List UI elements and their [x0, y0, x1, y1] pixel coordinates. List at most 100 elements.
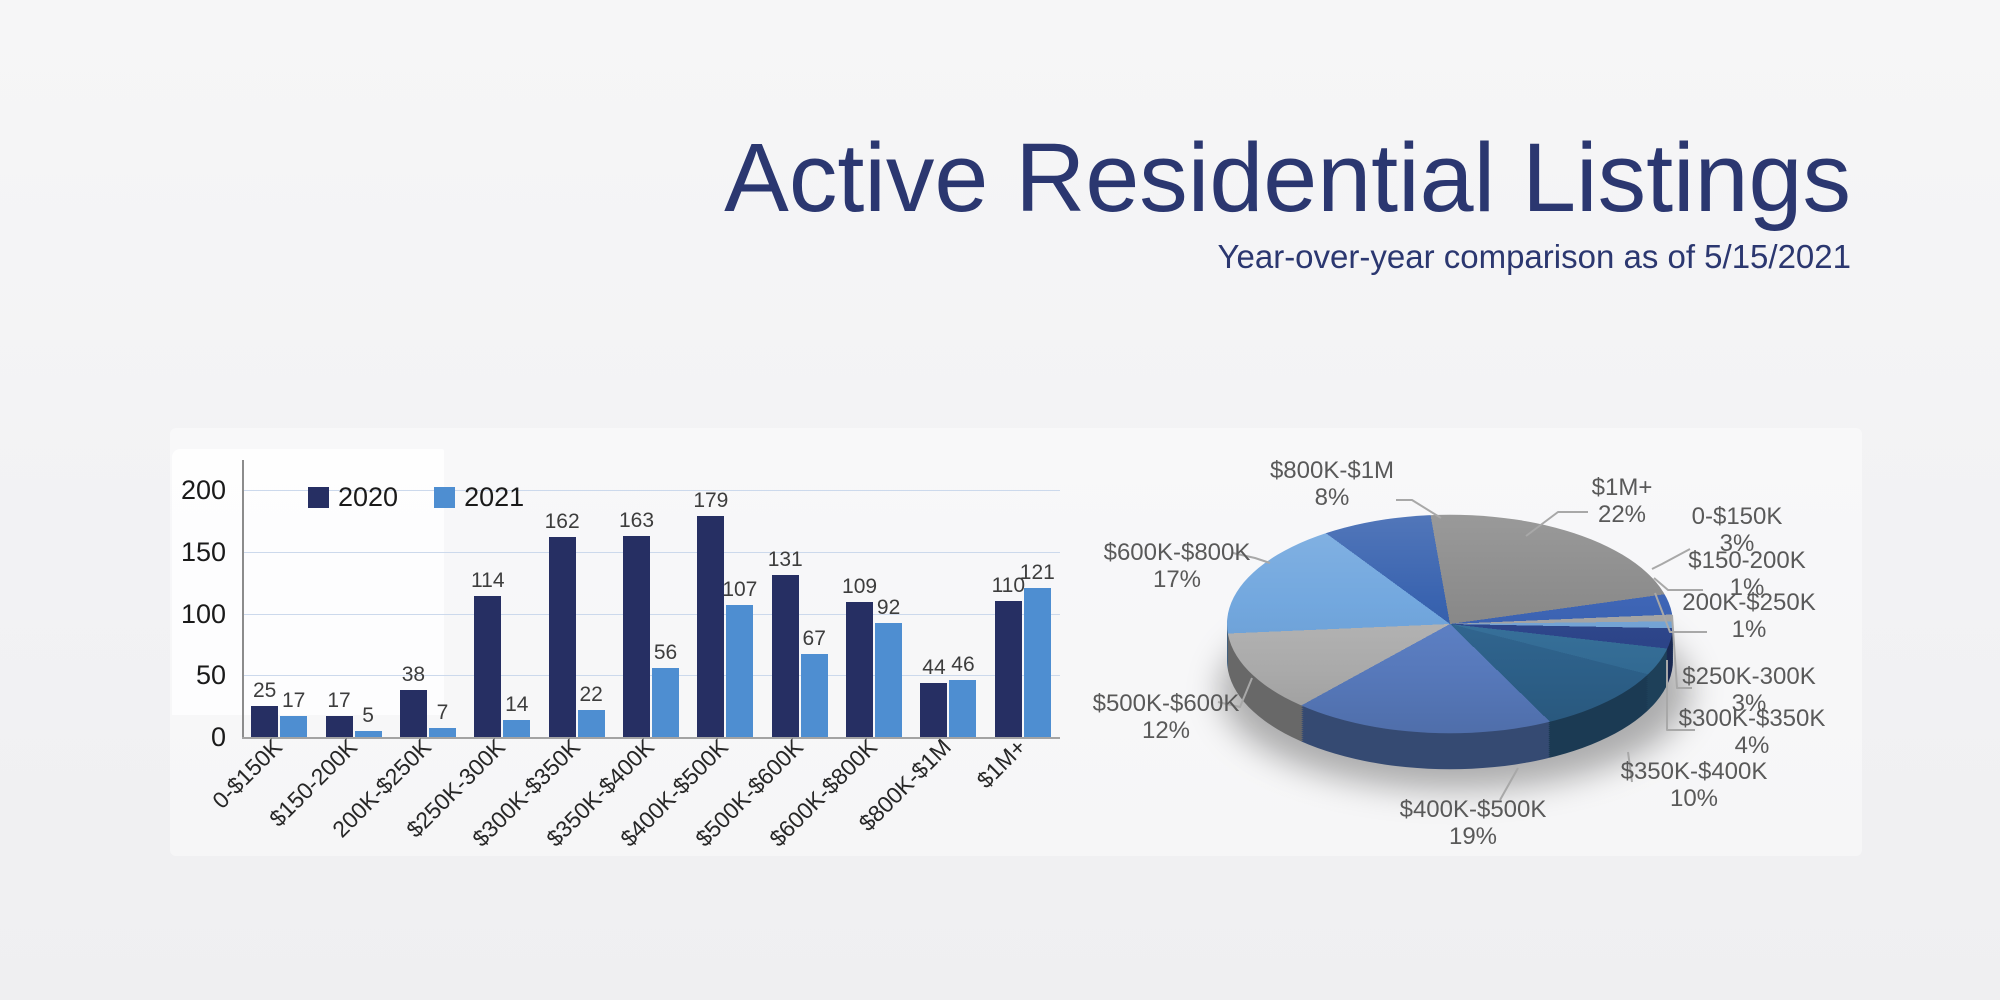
- y-axis-line: [242, 460, 244, 738]
- pie-leader-line: [1653, 577, 1703, 591]
- pie-leader-line: [1666, 660, 1695, 731]
- bar-value-label: 17: [327, 689, 351, 712]
- pie-leader-line: [1525, 511, 1588, 537]
- bar-value-label: 22: [579, 682, 603, 706]
- bar-value-label: 14: [505, 692, 529, 716]
- bar-value-label: 25: [252, 679, 277, 703]
- bar-value-label: 109: [842, 575, 878, 599]
- bar-value-label: 110: [991, 574, 1026, 598]
- pie-chart: $1M+ 22% 0-$150K 3% $150-200K 1% 200K-$250K 1% $…: [1080, 430, 1880, 910]
- bar-2020: [994, 601, 1022, 737]
- bar-2021: [577, 709, 605, 737]
- pie-slice-label: $800K-$1M 8%: [1202, 457, 1462, 511]
- bar-value-label: 92: [876, 596, 901, 620]
- pie-leader-lines: [1217, 499, 1707, 801]
- bar-value-label: 131: [767, 548, 803, 572]
- bar-2020: [399, 690, 427, 737]
- bar-value-label: 121: [1019, 560, 1055, 584]
- legend-swatch: [308, 487, 329, 508]
- bar-2021: [875, 623, 903, 737]
- pie-slice-label: $300K-$350K 4%: [1622, 705, 1882, 759]
- bar-2020: [771, 575, 799, 737]
- legend-item: 2021: [434, 484, 524, 511]
- y-axis-tick-label: 0: [210, 722, 226, 752]
- pie-slice-label-percent: 3%: [1731, 690, 1767, 717]
- pie-slice-label-percent: 22%: [1597, 501, 1647, 528]
- bar-value-label: 17: [281, 689, 306, 712]
- pie-slice-label-name: $800K-$1M: [1269, 457, 1395, 484]
- bar-2020: [846, 602, 874, 737]
- pie-slice-label-name: $400K-$500K: [1399, 796, 1547, 823]
- pie-slice-label: $400K-$500K 19%: [1343, 796, 1603, 850]
- legend-swatch: [434, 487, 456, 508]
- pie-slice-label-percent: 10%: [1669, 785, 1719, 812]
- gridline: [242, 675, 1060, 677]
- pie-slice-label-name: $250K-300K: [1682, 663, 1816, 690]
- pie-leader-line: [1232, 552, 1271, 564]
- pie-slice-label: 0-$150K 3%: [1607, 503, 1867, 557]
- bar-value-label: 67: [802, 627, 826, 651]
- pie-slice-label-percent: 19%: [1448, 823, 1498, 850]
- bar-2021: [280, 716, 308, 737]
- bar-value-label: 179: [693, 488, 729, 512]
- y-axis-tick-label: 200: [180, 475, 226, 505]
- pie-slice-label: $600K-$800K 17%: [1047, 539, 1307, 593]
- bar-2021: [354, 730, 382, 737]
- bar-2020: [548, 536, 576, 737]
- pie-leader-line: [1627, 751, 1633, 783]
- page-subtitle: Year-over-year comparison as of 5/15/202…: [1217, 238, 1851, 275]
- pie-slice-label-percent: 17%: [1152, 566, 1202, 593]
- y-axis-tick-label: 150: [180, 536, 226, 567]
- pie-slice-label: $350K-$400K 10%: [1564, 758, 1824, 812]
- pie-leader-line: [1671, 614, 1692, 689]
- bar-2021: [428, 728, 456, 737]
- pie-slice-label-name: $150-200K: [1688, 547, 1806, 574]
- pie-slice-label-percent: 12%: [1141, 717, 1191, 744]
- pie-leader-line: [1499, 767, 1519, 801]
- pie-slice-label-percent: 8%: [1314, 484, 1350, 511]
- bar-2020: [697, 515, 725, 737]
- bar-value-label: 162: [544, 509, 580, 533]
- bar-value-label: 38: [401, 663, 426, 687]
- page-title: Active Residential Listings: [724, 123, 1851, 232]
- pie-top-face: [1227, 514, 1673, 734]
- pie-leader-line: [1654, 592, 1707, 633]
- x-axis-line: [242, 737, 1060, 739]
- pie-slice-label-percent: 4%: [1734, 732, 1770, 759]
- pie-slice-label: $1M+ 22%: [1492, 474, 1752, 528]
- pie-leader-line: [1217, 677, 1253, 708]
- bar-2020: [920, 682, 948, 737]
- bar-2021: [726, 604, 754, 737]
- bar-2020: [325, 716, 353, 737]
- gridline: [242, 551, 1060, 553]
- pie-slice-label-name: 200K-$250K: [1682, 589, 1816, 616]
- bar-2020: [623, 535, 650, 737]
- legend: 2020 2021: [308, 484, 524, 511]
- bar-value-label: 163: [618, 508, 655, 532]
- pie-slice-label: $500K-$600K 12%: [1036, 690, 1296, 744]
- bar-value-label: 107: [722, 577, 758, 601]
- legend-label: 2020: [338, 482, 399, 512]
- pie-slice-label: 200K-$250K 1%: [1619, 589, 1879, 643]
- gridline: [242, 613, 1060, 615]
- bar-chart: 0 50 100 150 200 2020 2021 25 17 17 5 38 7 114 14 162…: [150, 440, 1090, 900]
- y-axis-tick-label: 50: [195, 660, 226, 691]
- bar-2021: [503, 719, 531, 737]
- pie-leader-line: [1396, 499, 1442, 519]
- bar-2021: [800, 654, 828, 737]
- y-axis-tick-label: 100: [180, 598, 226, 629]
- bar-2021: [1023, 587, 1051, 737]
- pie-leader-line: [1651, 548, 1691, 570]
- gridline: [242, 490, 1060, 491]
- bar-value-label: 7: [436, 701, 449, 725]
- bar-2021: [652, 667, 679, 737]
- pie-slice-label-name: $500K-$600K: [1092, 690, 1240, 717]
- bar-value-label: 56: [653, 640, 678, 664]
- bar-value-label: 44: [922, 655, 946, 679]
- legend-item: 2020: [308, 484, 398, 511]
- bar-2020: [474, 596, 502, 737]
- bar-value-label: 5: [362, 703, 374, 727]
- pie-slice-label-name: $1M+: [1591, 474, 1653, 501]
- pie-slice-label-percent: 1%: [1731, 616, 1767, 643]
